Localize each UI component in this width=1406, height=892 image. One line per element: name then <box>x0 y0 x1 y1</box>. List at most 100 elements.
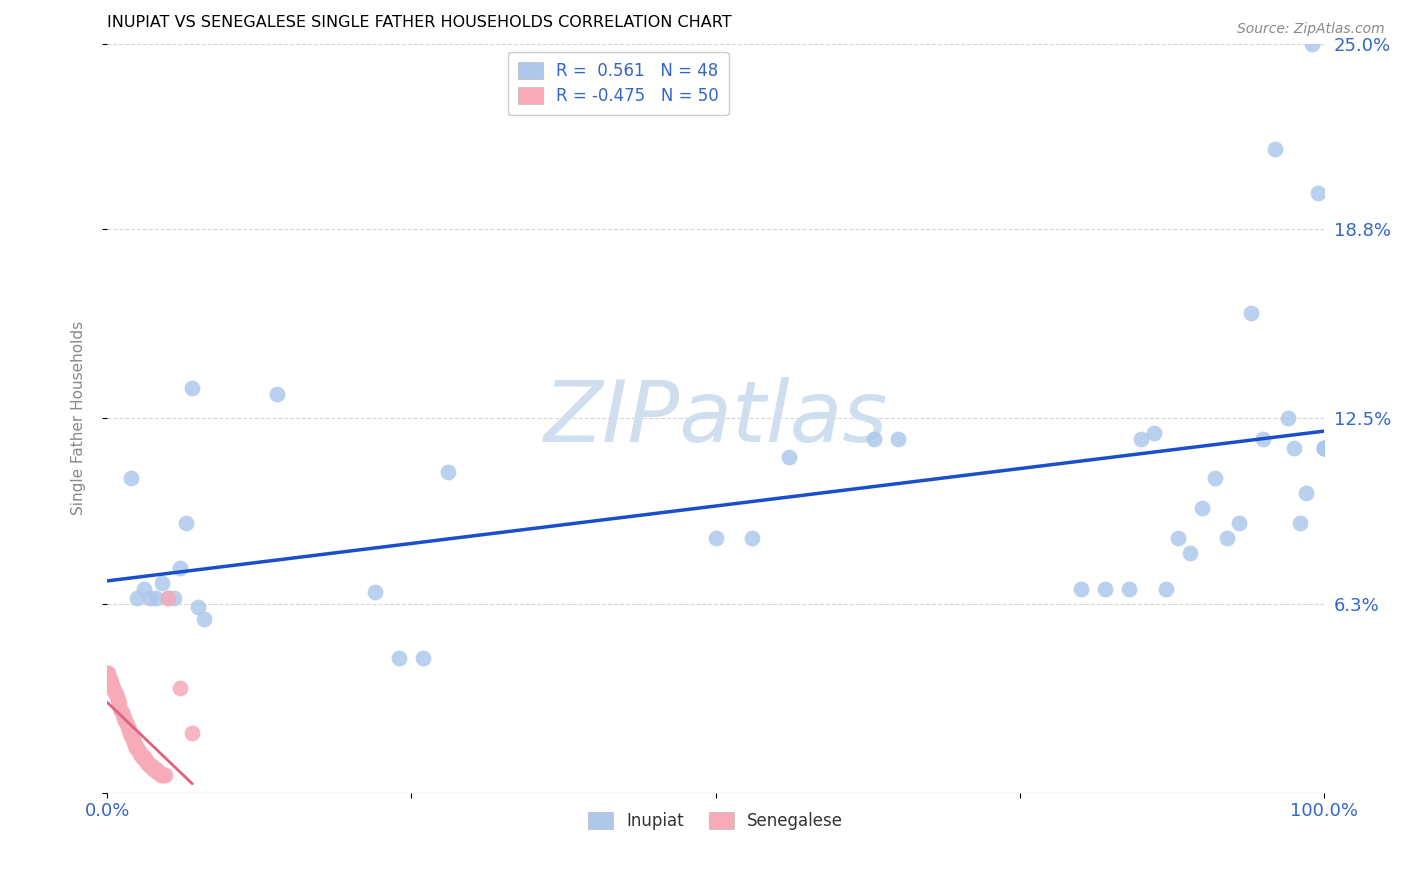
Point <box>136 756 159 770</box>
Point <box>111 705 134 719</box>
Text: INUPIAT VS SENEGALESE SINGLE FATHER HOUSEHOLDS CORRELATION CHART: INUPIAT VS SENEGALESE SINGLE FATHER HOUS… <box>107 15 731 30</box>
Point <box>174 516 197 530</box>
Point <box>1277 411 1299 425</box>
Point <box>163 591 186 605</box>
Point <box>1282 441 1305 455</box>
Point <box>120 471 142 485</box>
Point <box>155 767 177 781</box>
Point <box>1167 531 1189 545</box>
Point <box>152 767 174 781</box>
Point <box>364 585 387 599</box>
Point <box>125 740 148 755</box>
Point <box>1313 441 1336 455</box>
Point <box>1191 501 1213 516</box>
Point <box>118 723 141 737</box>
Point <box>437 465 460 479</box>
Point <box>704 531 727 545</box>
Point <box>128 744 150 758</box>
Point <box>141 758 163 772</box>
Point <box>181 725 204 739</box>
Point <box>1215 531 1237 545</box>
Point <box>143 762 166 776</box>
Point <box>131 749 153 764</box>
Point <box>97 665 120 680</box>
Point <box>412 650 434 665</box>
Point <box>145 591 167 605</box>
Point <box>187 599 209 614</box>
Point <box>127 740 149 755</box>
Point <box>111 707 134 722</box>
Text: Source: ZipAtlas.com: Source: ZipAtlas.com <box>1237 22 1385 37</box>
Point <box>1313 441 1336 455</box>
Point <box>1288 516 1310 530</box>
Point <box>1094 582 1116 596</box>
Point <box>1313 441 1336 455</box>
Point <box>101 678 124 692</box>
Point <box>1251 432 1274 446</box>
Point <box>1118 582 1140 596</box>
Point <box>1154 582 1177 596</box>
Point <box>129 747 152 761</box>
Point <box>98 672 121 686</box>
Point <box>169 681 191 695</box>
Point <box>120 729 142 743</box>
Point <box>101 681 124 695</box>
Point <box>148 764 170 779</box>
Point <box>778 450 800 464</box>
Point <box>1227 516 1250 530</box>
Point <box>122 735 145 749</box>
Point <box>1240 306 1263 320</box>
Point <box>1130 432 1153 446</box>
Point <box>1295 486 1317 500</box>
Point <box>1070 582 1092 596</box>
Point <box>148 764 170 779</box>
Point <box>388 650 411 665</box>
Point <box>134 753 156 767</box>
Text: ZIPatlas: ZIPatlas <box>544 376 887 459</box>
Point <box>100 674 122 689</box>
Point <box>181 381 204 395</box>
Point <box>117 720 139 734</box>
Y-axis label: Single Father Households: Single Father Households <box>72 321 86 516</box>
Point <box>139 758 162 772</box>
Point <box>266 387 288 401</box>
Point <box>120 725 142 739</box>
Point <box>110 702 132 716</box>
Point <box>156 591 179 605</box>
Point <box>1204 471 1226 485</box>
Point <box>138 591 160 605</box>
Point <box>138 756 160 770</box>
Point <box>1313 441 1336 455</box>
Point <box>124 738 146 752</box>
Point <box>132 749 155 764</box>
Point <box>96 665 118 680</box>
Point <box>108 696 131 710</box>
Point <box>1301 37 1323 51</box>
Point <box>149 767 172 781</box>
Point <box>104 687 127 701</box>
Point <box>107 693 129 707</box>
Point <box>156 591 179 605</box>
Point <box>146 764 169 779</box>
Point <box>1143 426 1166 441</box>
Point <box>105 690 128 704</box>
Point <box>138 758 160 772</box>
Point <box>114 714 136 728</box>
Point <box>1178 546 1201 560</box>
Point <box>129 747 152 761</box>
Point <box>127 591 149 605</box>
Point <box>1264 142 1286 156</box>
Point <box>132 582 155 596</box>
Point <box>150 576 173 591</box>
Point <box>135 753 157 767</box>
Point <box>121 731 143 746</box>
Point <box>1306 186 1329 201</box>
Point <box>741 531 763 545</box>
Point <box>115 716 138 731</box>
Point <box>169 561 191 575</box>
Point <box>862 432 884 446</box>
Legend: Inupiat, Senegalese: Inupiat, Senegalese <box>581 805 849 837</box>
Point <box>142 762 165 776</box>
Point <box>145 762 167 776</box>
Point <box>103 683 125 698</box>
